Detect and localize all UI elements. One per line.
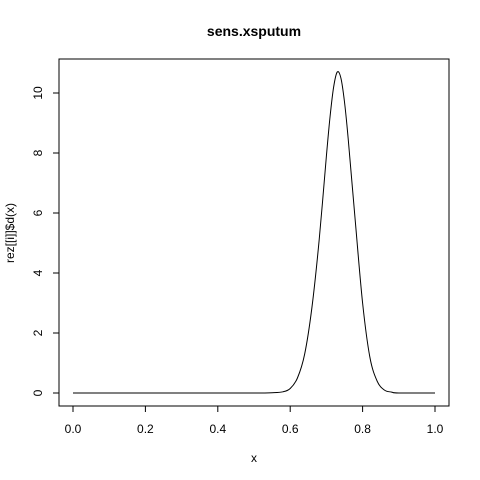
- x-axis: 0.0 0.2 0.4 0.6 0.8 1.0: [65, 405, 444, 436]
- y-tick-label: 10: [31, 86, 45, 100]
- y-tick-label: 2: [31, 329, 45, 336]
- x-tick-label: 0.6: [282, 422, 299, 436]
- y-axis: 0 2 4 6 8 10: [31, 86, 60, 396]
- density-line: [73, 71, 435, 394]
- x-tick-label: 0.2: [137, 422, 154, 436]
- y-tick-label: 0: [31, 389, 45, 396]
- y-tick-label: 8: [31, 149, 45, 156]
- plot-frame: [58, 58, 450, 407]
- x-tick-label: 1.0: [427, 422, 444, 436]
- chart-title: sens.xsputum: [207, 23, 301, 39]
- x-tick-label: 0.4: [209, 422, 226, 436]
- x-axis-label: x: [251, 451, 257, 465]
- y-axis-label: rez[[i]]$d(x): [3, 203, 17, 263]
- x-tick-label: 0.0: [65, 422, 82, 436]
- x-tick-label: 0.8: [354, 422, 371, 436]
- y-tick-label: 4: [31, 269, 45, 276]
- y-tick-label: 6: [31, 209, 45, 216]
